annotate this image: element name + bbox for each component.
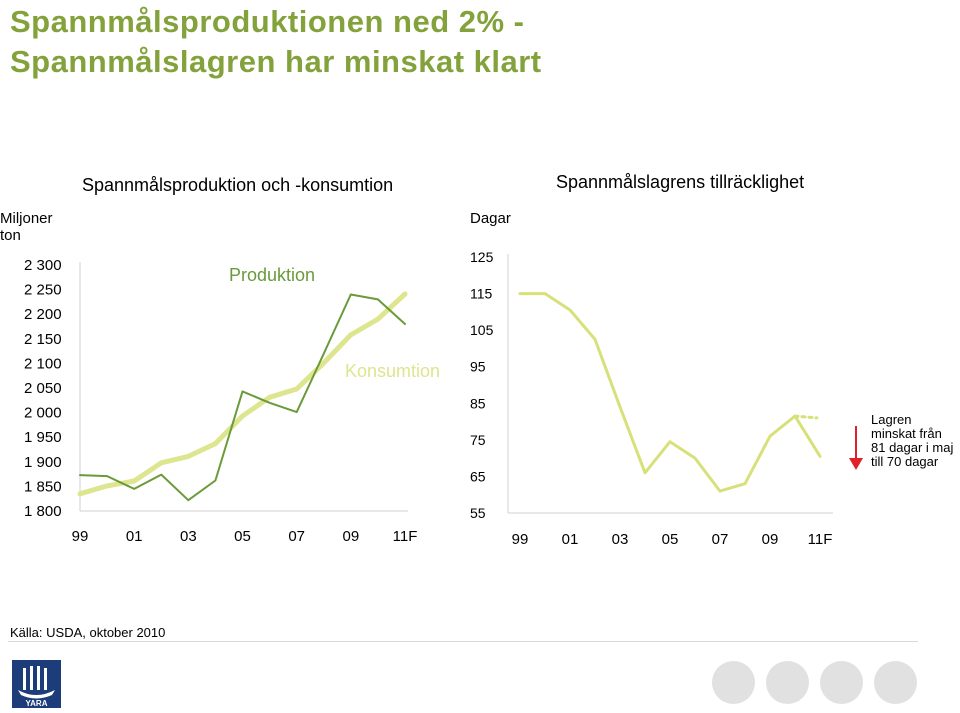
footer-divider [8, 641, 918, 642]
note-line-1: Lagren [871, 413, 953, 427]
logo-text: YARA [26, 699, 48, 708]
y-tick-label: 85 [470, 395, 486, 411]
y-tick-label: 125 [470, 249, 494, 265]
x-tick-label: 09 [762, 531, 779, 548]
nav-dot-4 [874, 661, 917, 704]
x-tick-label: 03 [612, 531, 629, 548]
y-tick-label: 75 [470, 432, 486, 448]
down-arrow-icon [846, 424, 866, 474]
note-line-3: 81 dagar i maj [871, 441, 953, 455]
x-tick-label: 07 [712, 531, 729, 548]
source-note: Källa: USDA, oktober 2010 [10, 625, 165, 640]
x-tick-label: 11F [808, 531, 833, 548]
series-stocks-projection [795, 416, 817, 418]
y-tick-label: 55 [470, 505, 486, 521]
note-line-4: till 70 dagar [871, 455, 953, 469]
y-tick-label: 65 [470, 468, 486, 484]
series-stocks [520, 294, 820, 492]
y-tick-label: 105 [470, 322, 494, 338]
yara-logo: YARA [12, 660, 61, 708]
nav-dot-1 [712, 661, 755, 704]
y-tick-label: 95 [470, 359, 486, 375]
nav-dot-2 [766, 661, 809, 704]
x-tick-label: 05 [662, 531, 679, 548]
note-line-2: minskat från [871, 427, 953, 441]
x-tick-label: 01 [562, 531, 579, 548]
y-tick-label: 115 [470, 286, 493, 302]
stock-note: Lagren minskat från 81 dagar i maj till … [871, 413, 953, 469]
nav-dot-3 [820, 661, 863, 704]
viking-ship-icon: YARA [12, 660, 61, 708]
x-tick-label: 99 [512, 531, 529, 548]
